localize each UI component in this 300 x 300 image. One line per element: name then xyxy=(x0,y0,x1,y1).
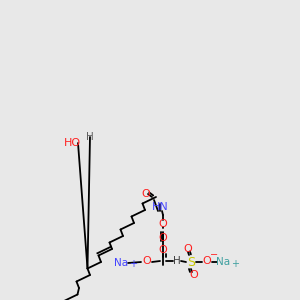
Text: O: O xyxy=(142,189,150,199)
Text: O: O xyxy=(159,233,167,243)
Text: O: O xyxy=(159,219,167,229)
Text: S: S xyxy=(187,256,195,268)
Text: O: O xyxy=(142,256,152,266)
Text: O: O xyxy=(202,256,211,266)
Text: Na: Na xyxy=(114,258,128,268)
Text: O: O xyxy=(159,245,167,255)
Text: H: H xyxy=(86,132,94,142)
Text: +: + xyxy=(231,259,239,269)
Text: H: H xyxy=(173,256,181,266)
Text: HN: HN xyxy=(152,202,168,212)
Text: Na: Na xyxy=(216,257,230,267)
Text: +: + xyxy=(129,259,137,269)
Text: O: O xyxy=(184,244,192,254)
Text: O: O xyxy=(190,270,198,280)
Text: HO: HO xyxy=(63,138,81,148)
Text: −: − xyxy=(210,250,218,260)
